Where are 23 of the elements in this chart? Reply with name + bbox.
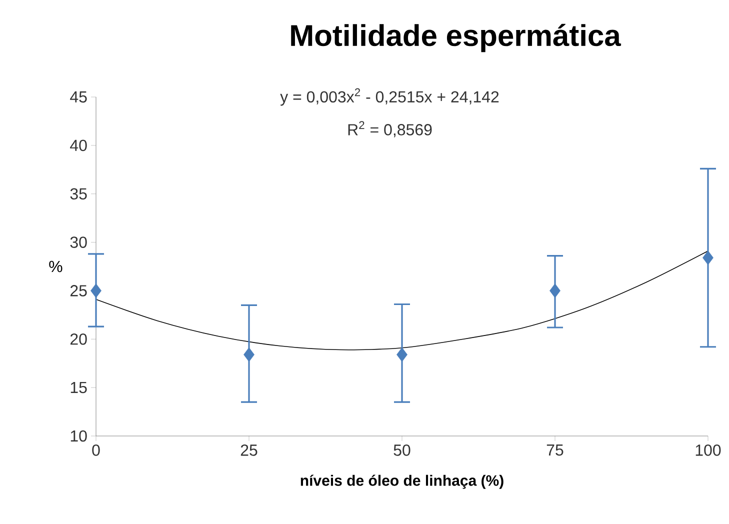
annotation: y = 0,003x$^{2}$ - 0,2515x + 24,142 bbox=[280, 88, 499, 106]
point bbox=[550, 284, 560, 298]
point bbox=[396, 347, 408, 362]
x-tick-label: 50 bbox=[394, 444, 410, 456]
x-tick-label: 25 bbox=[240, 444, 258, 456]
y-tick-label: 20 bbox=[70, 333, 87, 345]
point bbox=[702, 250, 714, 265]
x-tick-label: 0 bbox=[92, 444, 100, 456]
annotation: R$^{2}$ = 0,8569 bbox=[348, 121, 432, 138]
x-tick-label: 100 bbox=[696, 444, 721, 456]
y-axis-title: % bbox=[49, 260, 62, 272]
y-tick-label: 15 bbox=[70, 382, 87, 394]
point bbox=[244, 347, 254, 362]
y-tick-label: 30 bbox=[70, 236, 87, 248]
y-tick-label: 35 bbox=[70, 188, 87, 200]
y-tick-label: 40 bbox=[70, 140, 87, 152]
y-tick-label: 45 bbox=[70, 91, 87, 103]
y-tick-label: 25 bbox=[70, 285, 87, 296]
x-axis-title: níveis de óleo de linhaça (%) bbox=[300, 474, 504, 489]
x-tick-label: 75 bbox=[546, 444, 564, 456]
y-tick-label: 10 bbox=[70, 430, 87, 442]
point bbox=[90, 284, 102, 298]
chart-title: Motilidade espermática bbox=[291, 24, 622, 52]
